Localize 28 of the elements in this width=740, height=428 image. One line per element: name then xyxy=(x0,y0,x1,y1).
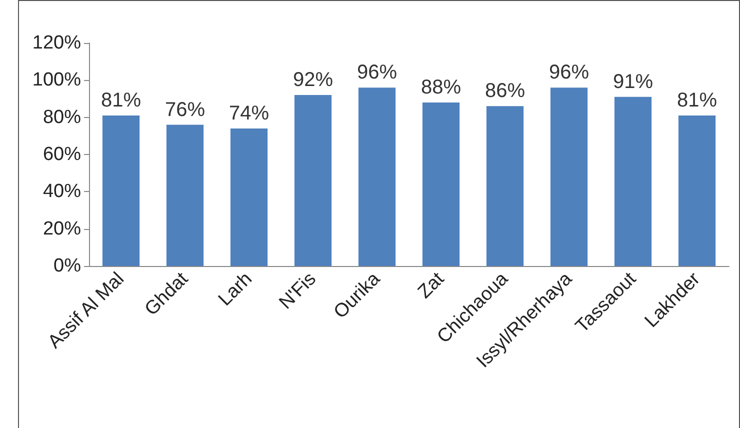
data-label: 88% xyxy=(420,76,462,98)
x-tick-label: Larh xyxy=(214,268,256,310)
data-label: 86% xyxy=(484,80,526,102)
y-tick-label: 60% xyxy=(42,144,82,165)
y-tick-label: 80% xyxy=(42,106,82,128)
data-label: 96% xyxy=(356,62,398,84)
bar xyxy=(486,106,524,266)
bar xyxy=(550,88,588,266)
y-tick-label: 100% xyxy=(32,70,82,91)
bar xyxy=(678,115,716,266)
data-label: 96% xyxy=(548,62,590,84)
data-label: 92% xyxy=(292,69,334,92)
y-tick-label: 120% xyxy=(32,32,82,54)
y-tick-label: 20% xyxy=(42,218,82,240)
y-tick-label: 0% xyxy=(54,256,82,276)
data-label: 81% xyxy=(100,89,142,112)
data-label: 76% xyxy=(164,98,206,121)
data-label: 91% xyxy=(612,70,654,93)
bar xyxy=(230,128,268,266)
bar xyxy=(358,88,396,266)
bar xyxy=(422,102,460,266)
data-label: 74% xyxy=(228,102,270,124)
y-tick-label: 40% xyxy=(42,181,82,202)
bar xyxy=(294,95,332,266)
bar xyxy=(166,124,204,266)
bar xyxy=(102,115,140,266)
data-label: 81% xyxy=(676,89,718,112)
bar xyxy=(614,96,652,266)
